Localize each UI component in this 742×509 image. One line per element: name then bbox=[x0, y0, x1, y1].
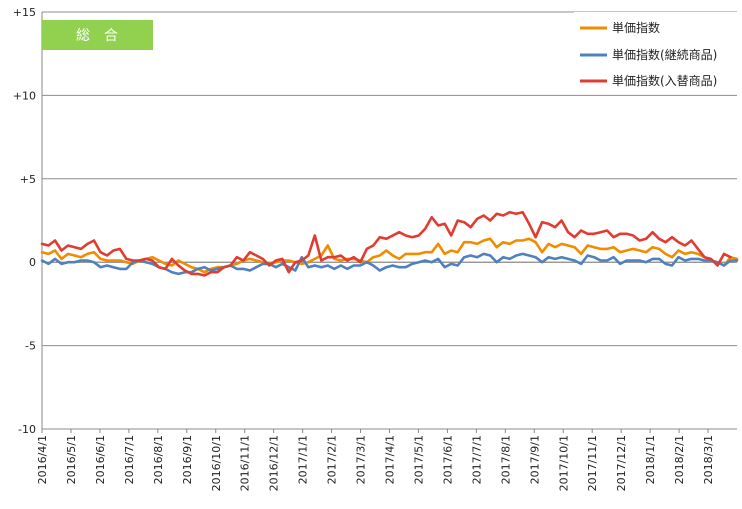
x-tick-label: 2017/3/1 bbox=[355, 435, 368, 484]
y-axis-ticks: +15 +10 +5 0 -5 -10 bbox=[13, 6, 36, 436]
x-tick-label: 2017/11/1 bbox=[586, 435, 599, 491]
x-tick-label: 2018/3/1 bbox=[702, 435, 715, 484]
x-tick-label: 2018/1/1 bbox=[644, 435, 657, 484]
x-tick-label: 2017/12/1 bbox=[615, 435, 628, 491]
x-tick-label: 2017/6/1 bbox=[441, 435, 454, 484]
legend-label-irekae: 単価指数(入替商品) bbox=[612, 73, 717, 88]
x-tick-label: 2018/2/1 bbox=[673, 435, 686, 484]
x-tick-label: 2016/5/1 bbox=[65, 435, 78, 484]
y-tick-label: -5 bbox=[25, 340, 36, 353]
y-tick-label: -10 bbox=[18, 423, 36, 436]
x-tick-label: 2017/10/1 bbox=[557, 435, 570, 491]
x-tick-label: 2016/6/1 bbox=[94, 435, 107, 484]
x-tick-label: 2017/7/1 bbox=[470, 435, 483, 484]
y-tick-label: +5 bbox=[20, 173, 36, 186]
series-line-2 bbox=[40, 210, 732, 277]
x-tick-label: 2017/5/1 bbox=[412, 435, 425, 484]
chart-title-badge: 総合 bbox=[42, 20, 153, 50]
x-tick-label: 2017/2/1 bbox=[326, 435, 339, 484]
title-badge-background bbox=[42, 20, 153, 50]
x-tick-label: 2017/9/1 bbox=[528, 435, 541, 484]
x-tick-label: 2016/4/1 bbox=[36, 435, 49, 484]
series-line-1 bbox=[40, 252, 739, 276]
x-tick-label: 2017/1/1 bbox=[297, 435, 310, 484]
x-tick-label: 2016/11/1 bbox=[239, 435, 252, 491]
y-tick-label: +10 bbox=[13, 89, 36, 102]
legend: 単価指数 単価指数(継続商品) 単価指数(入替商品) bbox=[574, 12, 740, 94]
y-tick-label: +15 bbox=[13, 6, 36, 19]
series-lines bbox=[40, 210, 739, 277]
x-tick-label: 2017/8/1 bbox=[499, 435, 512, 484]
x-tick-label: 2016/12/1 bbox=[268, 435, 281, 491]
x-tick-label: 2017/4/1 bbox=[384, 435, 397, 484]
x-axis-ticks: 2016/4/1 2016/5/1 2016/6/1 2016/7/1 2016/8/1… bbox=[36, 429, 715, 491]
x-tick-label: 2016/10/1 bbox=[210, 435, 223, 491]
legend-label-keizoku: 単価指数(継続商品) bbox=[612, 47, 717, 62]
y-tick-label: 0 bbox=[29, 256, 36, 269]
chart-title: 総合 bbox=[76, 28, 132, 44]
legend-label-tanka: 単価指数 bbox=[612, 20, 660, 35]
x-tick-label: 2016/7/1 bbox=[123, 435, 136, 484]
x-tick-label: 2016/9/1 bbox=[181, 435, 194, 484]
x-tick-label: 2016/8/1 bbox=[152, 435, 165, 484]
series-line-0 bbox=[40, 237, 739, 274]
